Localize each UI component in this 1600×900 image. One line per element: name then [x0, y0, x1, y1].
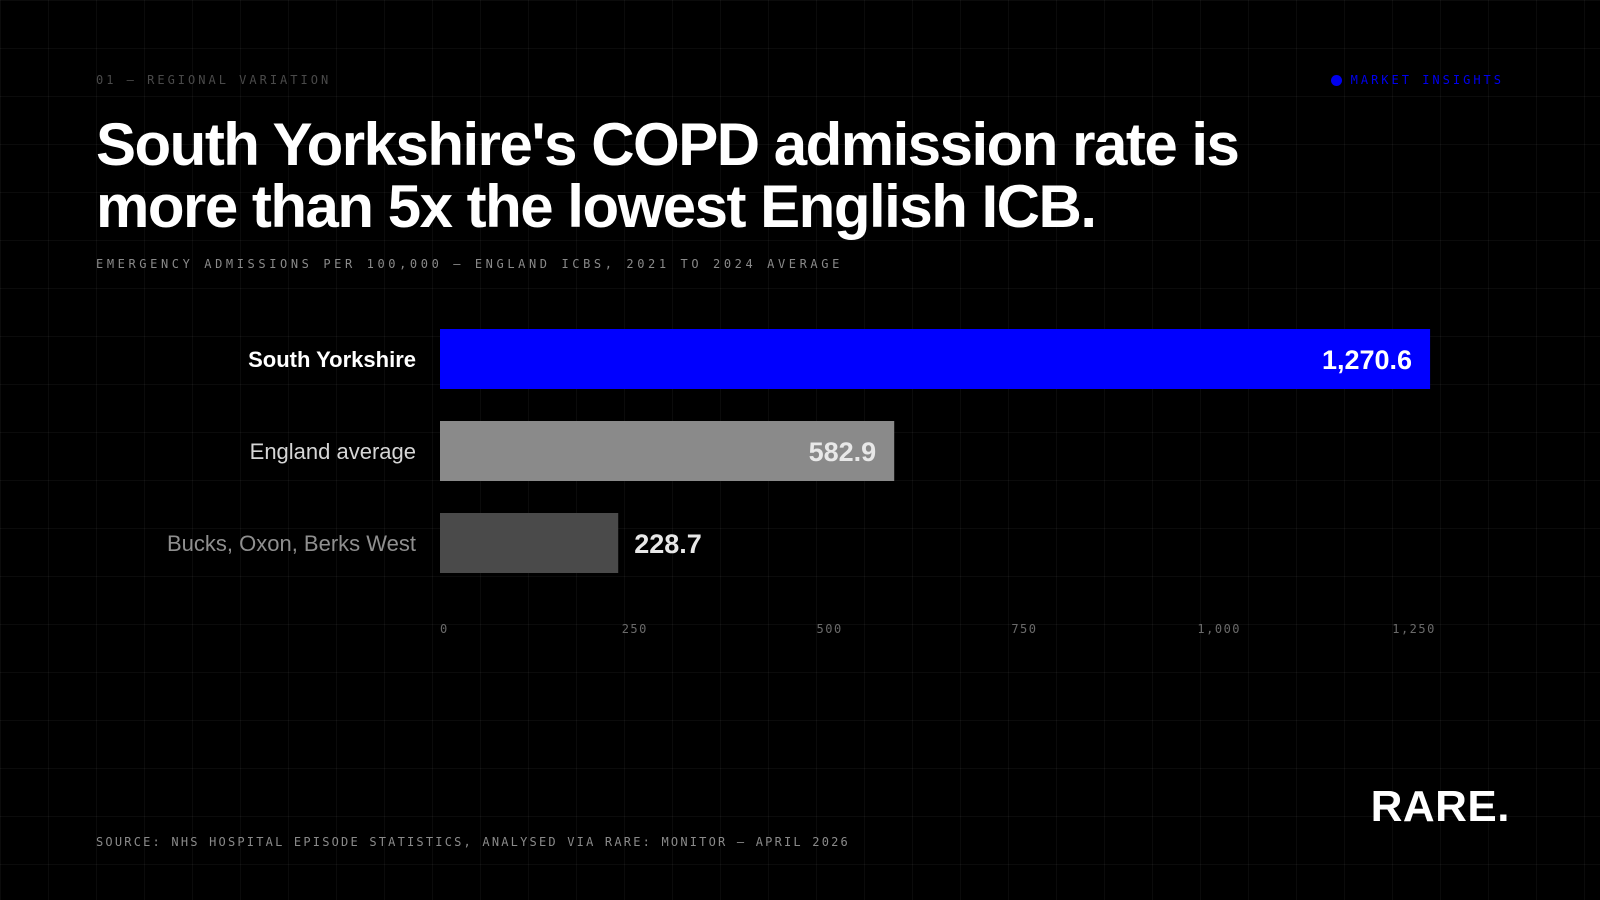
x-tick-label-2: 500 [817, 622, 843, 636]
bar-1 [440, 421, 895, 481]
section-eyebrow: 01 — REGIONAL VARIATION [96, 73, 332, 87]
dot-icon [1330, 74, 1342, 86]
x-tick-label-4: 1,000 [1197, 622, 1241, 636]
rare-logo: RARE. [1370, 782, 1510, 831]
bar-0 [440, 329, 1431, 389]
category-label-2: Bucks, Oxon, Berks West [167, 531, 416, 556]
x-tick-label-5: 1,250 [1392, 622, 1436, 636]
chart-subtitle: EMERGENCY ADMISSIONS PER 100,000 — ENGLA… [96, 257, 843, 271]
source-note: SOURCE: NHS HOSPITAL EPISODE STATISTICS,… [96, 835, 850, 849]
value-label-1: 582.9 [809, 437, 877, 467]
headline-line-2: more than 5x the lowest English ICB. [96, 173, 1097, 240]
x-tick-label-0: 0 [440, 622, 449, 636]
tag-label: MARKET INSIGHTS [1350, 73, 1504, 87]
market-insights-tag: MARKET INSIGHTS [1330, 73, 1504, 87]
category-label-1: England average [250, 439, 416, 464]
value-label-0: 1,270.6 [1322, 345, 1412, 375]
x-tick-label-3: 750 [1011, 622, 1037, 636]
headline-line-1: South Yorkshire's COPD admission rate is [96, 111, 1240, 178]
category-label-0: South Yorkshire [248, 347, 416, 372]
page-title: South Yorkshire's COPD admission rate is… [96, 114, 1336, 238]
x-tick-label-1: 250 [622, 622, 648, 636]
bar-2 [440, 513, 619, 573]
value-label-2: 228.7 [634, 529, 702, 559]
